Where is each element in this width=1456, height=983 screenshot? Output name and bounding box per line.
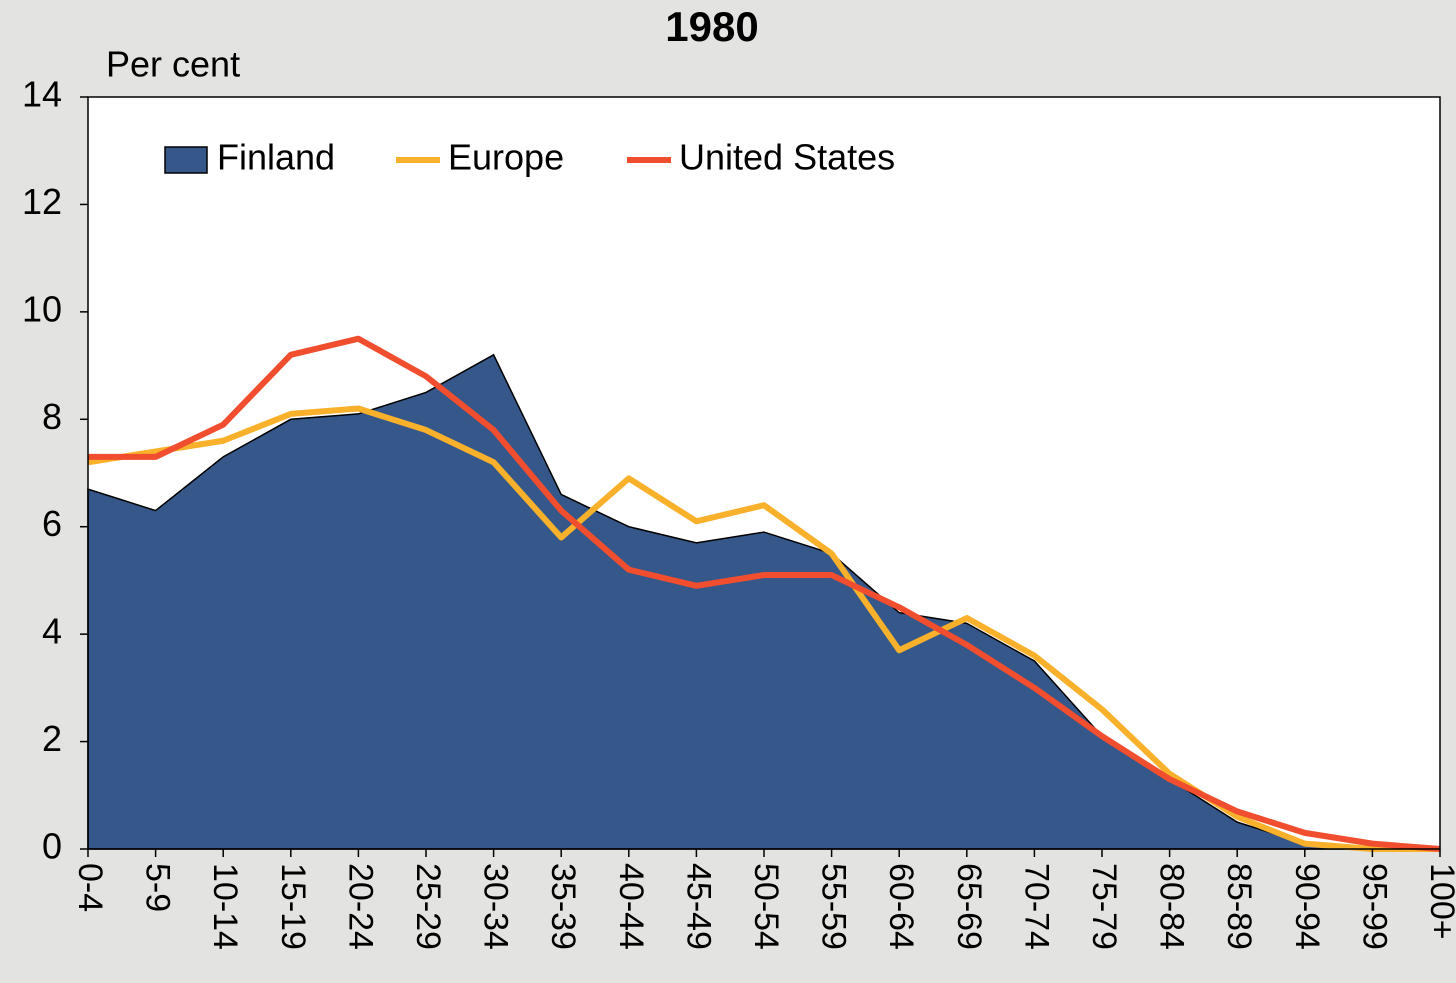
x-tick-label: 90-94 xyxy=(1288,863,1326,950)
x-tick-label: 55-59 xyxy=(815,863,853,950)
x-tick-label: 35-39 xyxy=(544,863,582,950)
y-tick-label: 8 xyxy=(42,396,62,437)
x-tick-label: 30-34 xyxy=(477,863,515,950)
x-tick-label: 60-64 xyxy=(882,863,920,950)
legend-label: United States xyxy=(679,137,895,178)
y-tick-label: 6 xyxy=(42,503,62,544)
y-tick-label: 14 xyxy=(22,74,62,115)
chart-title: 1980 xyxy=(665,3,758,50)
area xyxy=(87,353,1440,850)
x-tick-label: 15-19 xyxy=(274,863,312,950)
y-tick-label: 4 xyxy=(42,611,62,652)
x-tick-label: 80-84 xyxy=(1153,863,1191,950)
x-tick-label: 45-49 xyxy=(679,863,717,950)
x-tick-label: 5-9 xyxy=(139,863,177,912)
x-tick-label: 50-54 xyxy=(747,863,785,950)
legend-label: Finland xyxy=(217,137,335,178)
legend-label: Europe xyxy=(448,137,564,178)
x-tick-label: 65-69 xyxy=(950,863,988,950)
line xyxy=(88,335,1441,852)
x-tick-label: 20-24 xyxy=(341,863,379,950)
x-tick-label: 0-4 xyxy=(71,863,109,912)
legend-swatch xyxy=(164,146,208,174)
x-tick-label: 100+ xyxy=(1423,863,1456,940)
y-axis-label: Per cent xyxy=(106,44,240,85)
y-tick-label: 12 xyxy=(22,181,62,222)
y-tick-label: 10 xyxy=(22,288,62,329)
x-tick-label: 95-99 xyxy=(1355,863,1393,950)
x-tick-label: 75-79 xyxy=(1085,863,1123,950)
x-tick-label: 40-44 xyxy=(612,863,650,950)
x-tick-label: 70-74 xyxy=(1017,863,1055,950)
x-tick-label: 25-29 xyxy=(409,863,447,950)
x-tick-label: 85-89 xyxy=(1220,863,1258,950)
y-tick-label: 0 xyxy=(42,826,62,867)
x-tick-label: 10-14 xyxy=(206,863,244,950)
y-tick-label: 2 xyxy=(42,718,62,759)
